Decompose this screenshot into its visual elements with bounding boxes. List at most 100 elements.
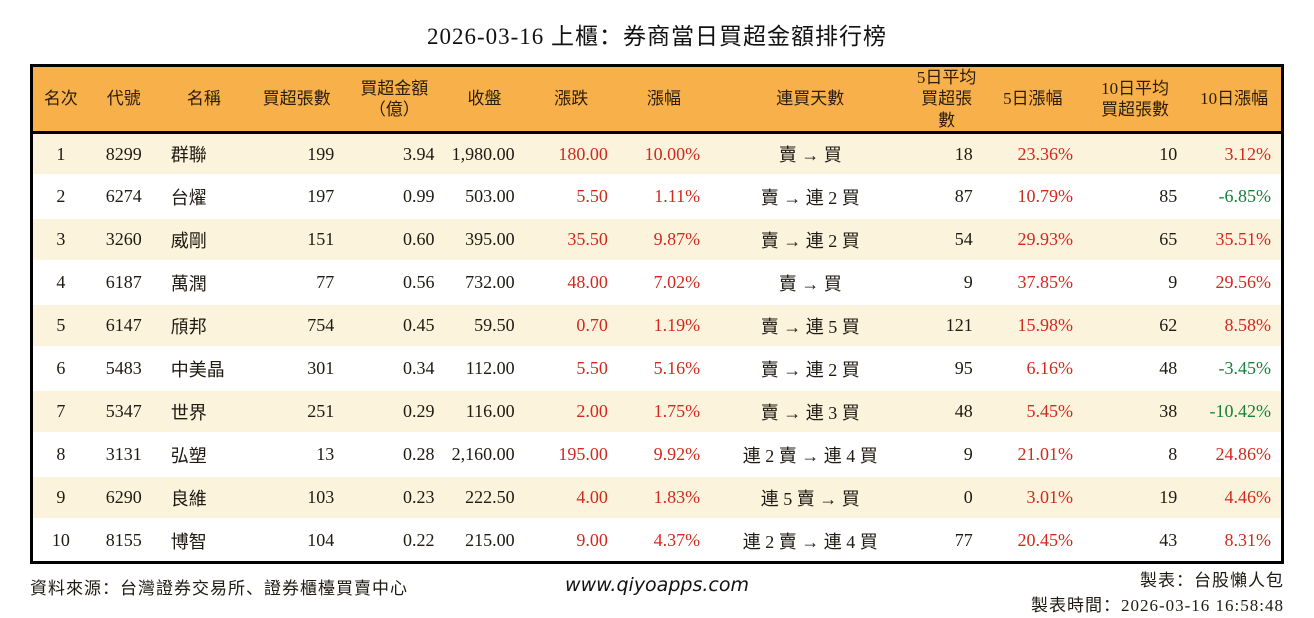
cell-change_pct: 10.00% — [617, 132, 711, 176]
credits: 製表：台股懶人包 製表時間：2026-03-16 16:58:48 — [749, 567, 1284, 618]
cell-avg5: 54 — [910, 217, 983, 262]
cell-amount: 0.45 — [344, 303, 445, 348]
col-header-label: 10日平均 — [1101, 78, 1170, 98]
cell-change_pct: 1.75% — [617, 389, 711, 434]
data-source: 資料來源：台灣證券交易所、證券櫃檯買賣中心 — [30, 578, 408, 598]
cell-avg10: 10 — [1082, 132, 1188, 176]
col-header-label: 名次 — [43, 89, 78, 109]
cell-close: 503.00 — [444, 174, 525, 219]
col-header-pct5: 5日漲幅 — [982, 65, 1083, 134]
cell-avg5: 77 — [910, 518, 983, 563]
cell-vol: 13 — [248, 432, 345, 477]
cell-vol: 301 — [248, 346, 345, 391]
cell-avg10: 38 — [1082, 389, 1188, 434]
cell-rank: 9 — [31, 475, 89, 520]
cell-vol: 151 — [248, 217, 345, 262]
cell-amount: 0.22 — [344, 518, 445, 563]
cell-code: 8299 — [88, 132, 159, 176]
cell-amount: 0.34 — [344, 346, 445, 391]
cell-rank: 2 — [31, 174, 89, 219]
cell-change: 35.50 — [524, 217, 618, 262]
cell-amount: 0.28 — [344, 432, 445, 477]
col-header-label: 5日漲幅 — [1003, 89, 1063, 109]
cell-pct5: 29.93% — [982, 217, 1083, 262]
cell-vol: 104 — [248, 518, 345, 563]
cell-avg10: 48 — [1082, 346, 1188, 391]
cell-code: 3131 — [88, 432, 159, 477]
cell-vol: 251 — [248, 389, 345, 434]
col-header-close: 收盤 — [444, 65, 525, 134]
cell-close: 732.00 — [444, 260, 525, 305]
cell-pct5: 3.01% — [982, 475, 1083, 520]
cell-avg5: 9 — [910, 260, 983, 305]
col-header-streak: 連買天數 — [710, 65, 911, 134]
col-header-change: 漲跌 — [524, 65, 618, 134]
cell-pct10: 29.56% — [1187, 260, 1283, 305]
cell-pct5: 10.79% — [982, 174, 1083, 219]
col-header-label: 買超張數 — [262, 89, 331, 109]
cell-name: 世界 — [158, 389, 249, 434]
col-header-label: 名稱 — [186, 89, 221, 109]
cell-rank: 6 — [31, 346, 89, 391]
cell-avg5: 95 — [910, 346, 983, 391]
cell-change_pct: 5.16% — [617, 346, 711, 391]
col-header-change_pct: 漲幅 — [617, 65, 711, 134]
cell-rank: 1 — [31, 132, 89, 176]
cell-change: 195.00 — [524, 432, 618, 477]
cell-close: 1,980.00 — [444, 132, 525, 176]
cell-avg10: 43 — [1082, 518, 1188, 563]
website-url: www.qiyoapps.com — [565, 573, 749, 596]
col-header-avg5: 5日平均 買超張數 — [910, 65, 983, 134]
cell-avg5: 9 — [910, 432, 983, 477]
cell-rank: 7 — [31, 389, 89, 434]
col-header-label: 漲幅 — [646, 89, 681, 109]
col-header-label: 買超張數 — [1101, 99, 1170, 119]
cell-close: 59.50 — [444, 303, 525, 348]
cell-pct5: 5.45% — [982, 389, 1083, 434]
cell-change_pct: 1.19% — [617, 303, 711, 348]
cell-close: 395.00 — [444, 217, 525, 262]
cell-code: 5347 — [88, 389, 159, 434]
cell-streak: 賣 → 連 5 買 — [710, 303, 911, 348]
ranking-table: 名次 代號 名稱 買超張數 買超金額 （億） 收盤 漲跌 漲幅 連買天數 5日平均 買超張數 5日漲幅 1… — [30, 64, 1284, 564]
cell-name: 良維 — [158, 475, 249, 520]
col-header-label: 買超張數 — [921, 89, 973, 130]
cell-amount: 0.99 — [344, 174, 445, 219]
cell-change: 4.00 — [524, 475, 618, 520]
cell-code: 6274 — [88, 174, 159, 219]
cell-pct5: 6.16% — [982, 346, 1083, 391]
col-header-rank: 名次 — [31, 65, 89, 134]
cell-name: 中美晶 — [158, 346, 249, 391]
cell-streak: 賣 → 連 3 買 — [710, 389, 911, 434]
cell-avg10: 85 — [1082, 174, 1188, 219]
col-header-name: 名稱 — [158, 65, 249, 134]
cell-streak: 賣 → 連 2 買 — [710, 346, 911, 391]
cell-rank: 5 — [31, 303, 89, 348]
cell-vol: 754 — [248, 303, 345, 348]
cell-change: 5.50 — [524, 346, 618, 391]
col-header-amount: 買超金額 （億） — [344, 65, 445, 134]
cell-avg5: 87 — [910, 174, 983, 219]
cell-vol: 77 — [248, 260, 345, 305]
cell-rank: 8 — [31, 432, 89, 477]
table-row: 8 3131 弘塑 13 0.28 2,160.00 195.00 9.92% 連 2 賣 → … — [31, 432, 1283, 477]
cell-pct10: 3.12% — [1187, 132, 1283, 176]
cell-pct10: 24.86% — [1187, 432, 1283, 477]
cell-change_pct: 1.11% — [617, 174, 711, 219]
col-header-avg10: 10日平均 買超張數 — [1082, 65, 1188, 134]
cell-amount: 0.60 — [344, 217, 445, 262]
cell-close: 112.00 — [444, 346, 525, 391]
cell-pct10: 8.31% — [1187, 518, 1283, 563]
cell-close: 2,160.00 — [444, 432, 525, 477]
cell-pct10: -3.45% — [1187, 346, 1283, 391]
cell-pct5: 15.98% — [982, 303, 1083, 348]
cell-change_pct: 7.02% — [617, 260, 711, 305]
col-header-pct10: 10日漲幅 — [1187, 65, 1283, 134]
cell-streak: 賣 → 連 2 買 — [710, 174, 911, 219]
cell-rank: 4 — [31, 260, 89, 305]
cell-vol: 197 — [248, 174, 345, 219]
cell-name: 弘塑 — [158, 432, 249, 477]
cell-pct5: 23.36% — [982, 132, 1083, 176]
